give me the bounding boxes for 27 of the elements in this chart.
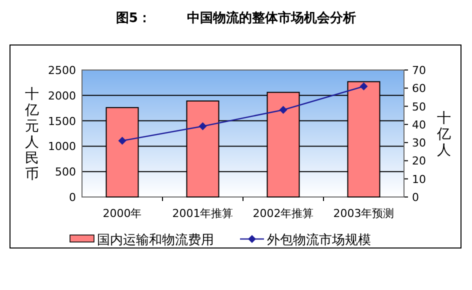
y2-tick-label: 50 [412, 100, 426, 114]
x-tick-label: 2003年预测 [333, 207, 394, 220]
y-tick-label: 1000 [48, 140, 76, 154]
y2-axis-title: 十亿人 [436, 110, 451, 158]
y2-tick-label: 30 [412, 136, 426, 150]
y-tick-label: 2000 [48, 89, 76, 102]
y2-tick-label: 70 [412, 64, 426, 77]
x-tick-label: 2000年 [102, 207, 142, 220]
y2-tick-label: 0 [412, 191, 419, 204]
y2-tick-label: 10 [412, 172, 426, 186]
legend-label: 国内运输和物流费用 [97, 232, 214, 248]
legend-label: 外包物流市场规模 [267, 232, 371, 248]
y-tick-label: 2500 [48, 64, 76, 77]
y-axis-title: 十亿元人民币 [24, 86, 39, 182]
point [279, 106, 288, 114]
point [198, 122, 207, 130]
x-tick-label: 2002年推算 [252, 207, 314, 220]
y2-tick-label: 20 [412, 154, 426, 168]
point [360, 82, 368, 90]
y-tick-label: 0 [69, 191, 76, 204]
point [118, 136, 126, 145]
chart-title: 图5： 中国物流的整体市场机会分析 [116, 10, 356, 26]
y-tick-label: 1500 [48, 114, 76, 128]
y2-tick-label: 40 [412, 118, 426, 132]
y2-tick-label: 60 [412, 82, 426, 96]
y-tick-label: 500 [55, 166, 76, 179]
x-tick-label: 2001年推算 [172, 207, 234, 220]
